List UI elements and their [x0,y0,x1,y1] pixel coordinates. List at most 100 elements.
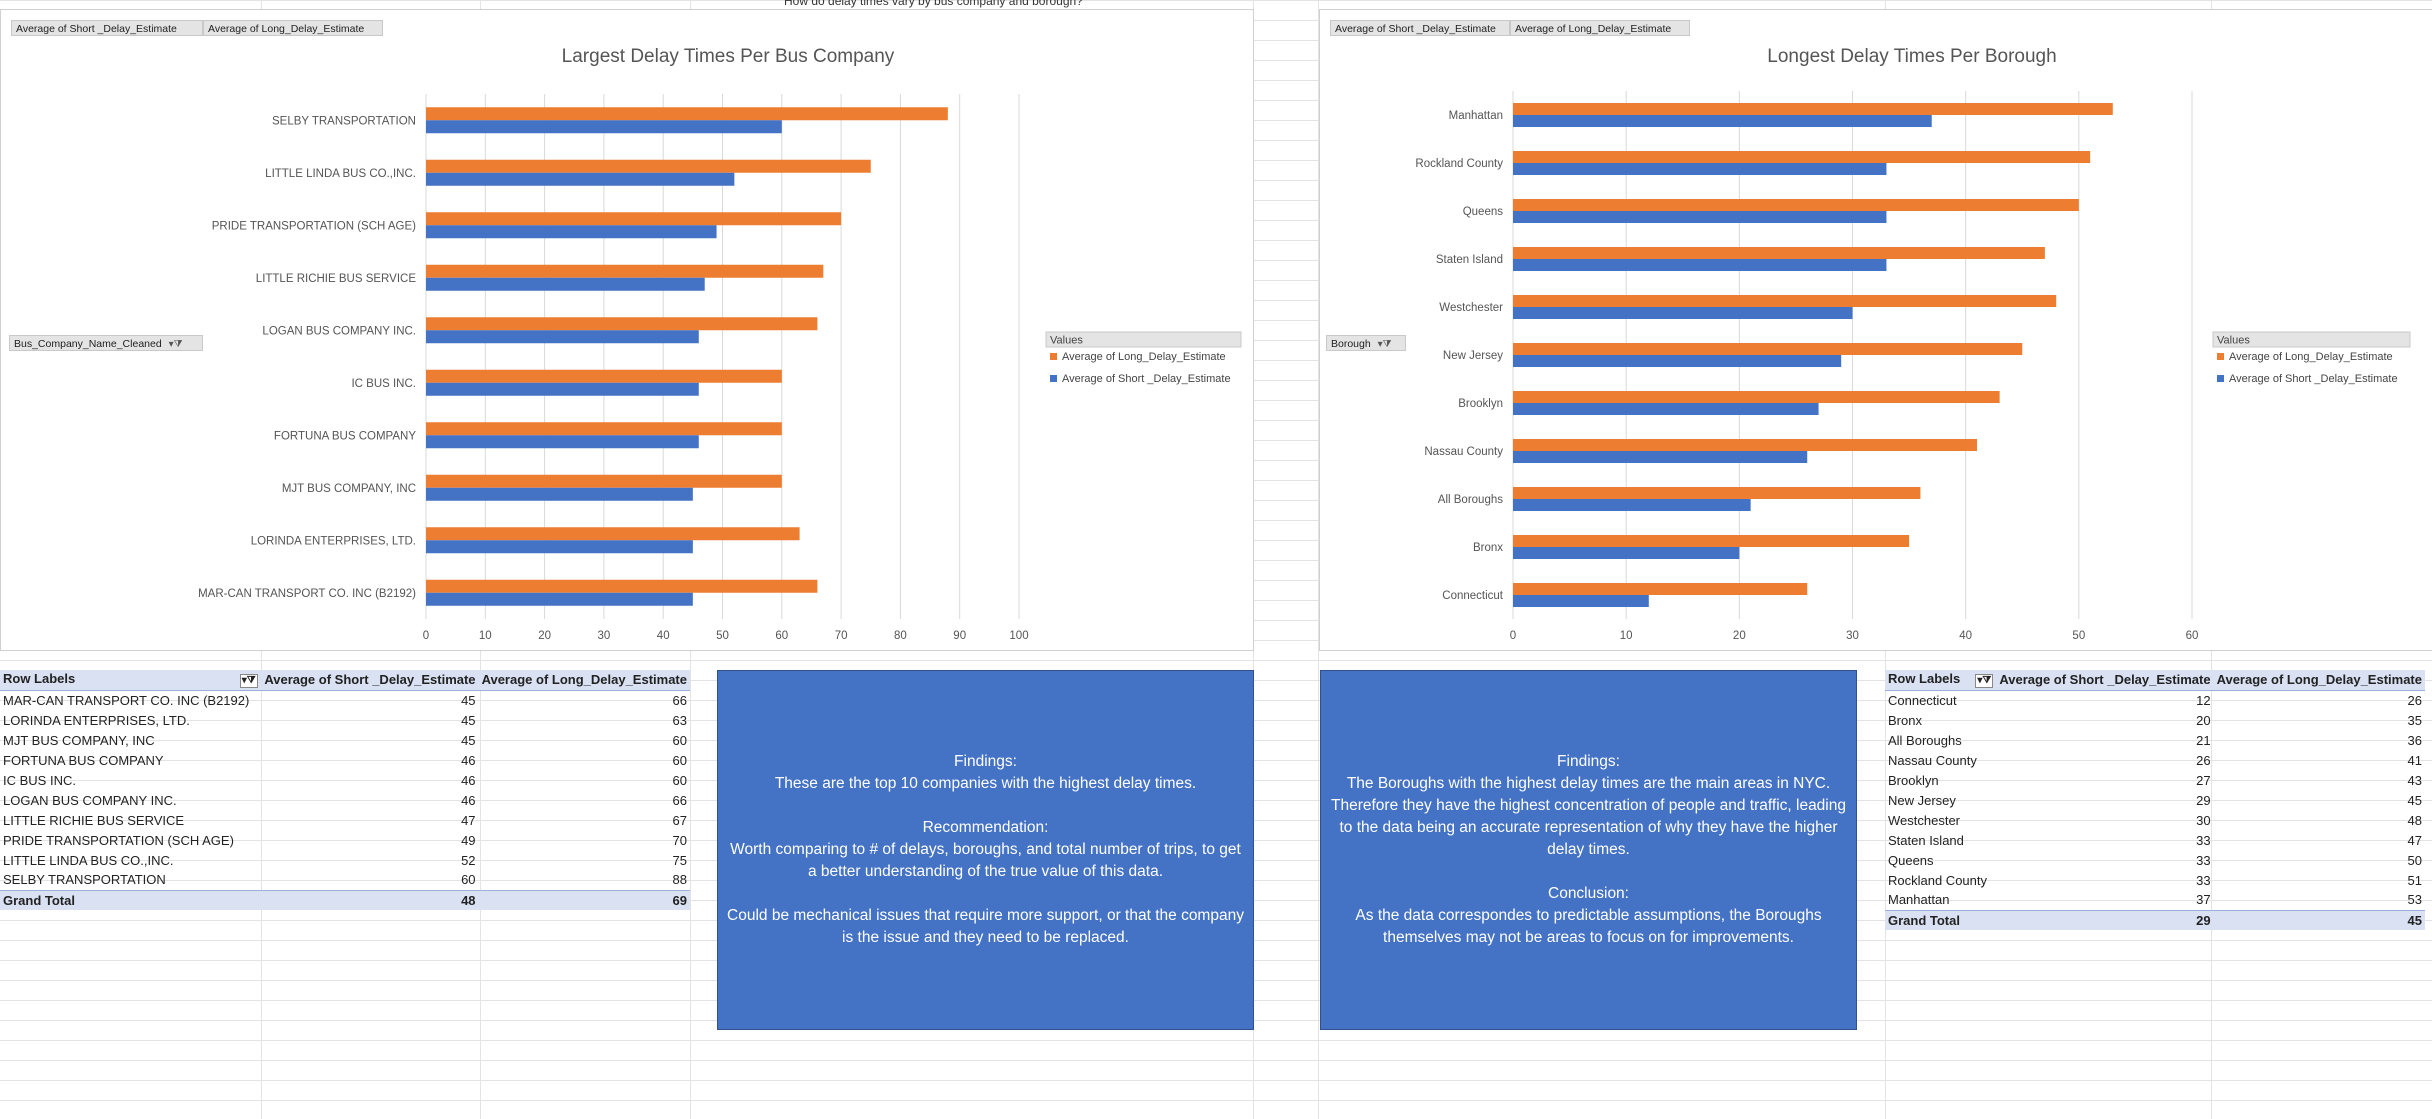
row-label-cell[interactable]: LITTLE RICHIE BUS SERVICE [3,812,185,828]
table-row[interactable]: Brooklyn 27 43 [1885,770,2425,790]
grand-total-label[interactable]: Grand Total [1885,909,1997,930]
row-label-cell[interactable]: PRIDE TRANSPORTATION (SCH AGE) [3,832,234,848]
row-label-cell[interactable]: SELBY TRANSPORTATION [3,872,166,888]
table-row[interactable]: Nassau County 26 41 [1885,750,2425,770]
value-cell[interactable]: 47 [2407,832,2422,848]
row-label-cell[interactable]: MJT BUS COMPANY, INC [3,732,155,748]
value-field-button-short[interactable]: Average of Short _Delay_Estimate [11,20,203,36]
value-field-button-long[interactable]: Average of Long_Delay_Estimate [1510,20,1690,36]
table-row[interactable]: New Jersey 29 45 [1885,790,2425,810]
axis-field-button[interactable]: Borough ▾⧩ [1326,335,1406,351]
value-cell[interactable]: 37 [2196,892,2211,908]
value-cell[interactable]: 45 [2407,792,2422,808]
value-cell[interactable]: 26 [2196,752,2211,768]
value-cell[interactable]: 43 [2407,772,2422,788]
question-cell[interactable]: How do delay times vary by bus company a… [784,0,1083,8]
grand-total-value[interactable]: 69 [478,889,690,910]
findings-box-bus-company[interactable]: Findings: These are the top 10 companies… [717,670,1254,1030]
row-label-cell[interactable]: LORINDA ENTERPRISES, LTD. [3,712,190,728]
row-label-cell[interactable]: MAR-CAN TRANSPORT CO. INC (B2192) [3,692,250,708]
value-cell[interactable]: 36 [2407,732,2422,748]
value-cell[interactable]: 30 [2196,812,2211,828]
table-row[interactable]: LOGAN BUS COMPANY INC. 46 66 [0,790,690,810]
value-cell[interactable]: 21 [2196,732,2211,748]
grand-total-value[interactable]: 48 [260,889,479,910]
grand-total-label[interactable]: Grand Total [0,889,261,910]
value-cell[interactable]: 51 [2407,872,2422,888]
table-row[interactable]: Staten Island 33 47 [1885,830,2425,850]
value-cell[interactable]: 50 [2407,852,2422,868]
value-cell[interactable]: 66 [672,692,687,708]
table-row[interactable]: FORTUNA BUS COMPANY 46 60 [0,750,690,770]
row-label-cell[interactable]: Staten Island [1888,832,1964,848]
value-cell[interactable]: 53 [2407,892,2422,908]
row-label-cell[interactable]: Brooklyn [1888,772,1939,788]
table-row[interactable]: Manhattan 37 53 [1885,890,2425,910]
long-delay-header[interactable]: Average of Long_Delay_Estimate [478,670,690,691]
table-row[interactable]: All Boroughs 21 36 [1885,730,2425,750]
value-cell[interactable]: 46 [461,772,476,788]
filter-sort-icon[interactable]: ▾⧩ [239,674,258,689]
row-label-cell[interactable]: IC BUS INC. [3,772,76,788]
value-cell[interactable]: 60 [672,772,687,788]
table-row[interactable]: LITTLE RICHIE BUS SERVICE 47 67 [0,810,690,830]
value-cell[interactable]: 70 [672,832,687,848]
table-row[interactable]: SELBY TRANSPORTATION 60 88 [0,870,690,890]
grand-total-row[interactable]: Grand Total 48 69 [0,889,690,910]
value-cell[interactable]: 46 [461,752,476,768]
value-cell[interactable]: 33 [2196,832,2211,848]
value-cell[interactable]: 67 [672,812,687,828]
value-cell[interactable]: 35 [2407,712,2422,728]
table-row[interactable]: PRIDE TRANSPORTATION (SCH AGE) 49 70 [0,830,690,850]
row-label-cell[interactable]: LITTLE LINDA BUS CO.,INC. [3,852,174,868]
short-delay-header[interactable]: Average of Short _Delay_Estimate [260,670,479,691]
grand-total-value[interactable]: 45 [2213,909,2425,930]
grand-total-row[interactable]: Grand Total 29 45 [1885,909,2425,930]
value-cell[interactable]: 47 [461,812,476,828]
table-row[interactable]: LORINDA ENTERPRISES, LTD. 45 63 [0,710,690,730]
long-delay-header[interactable]: Average of Long_Delay_Estimate [2213,670,2425,691]
row-label-cell[interactable]: Bronx [1888,712,1922,728]
value-cell[interactable]: 33 [2196,872,2211,888]
table-row[interactable]: Connecticut 12 26 [1885,690,2425,710]
table-row[interactable]: Rockland County 33 51 [1885,870,2425,890]
row-label-cell[interactable]: All Boroughs [1888,732,1962,748]
table-row[interactable]: IC BUS INC. 46 60 [0,770,690,790]
row-label-cell[interactable]: FORTUNA BUS COMPANY [3,752,164,768]
value-cell[interactable]: 26 [2407,692,2422,708]
value-cell[interactable]: 49 [461,832,476,848]
value-cell[interactable]: 63 [672,712,687,728]
row-labels-header[interactable]: Row Labels ▾⧩ [0,670,261,691]
value-cell[interactable]: 46 [461,792,476,808]
filter-sort-icon[interactable]: ▾⧩ [1975,674,1994,689]
value-cell[interactable]: 75 [672,852,687,868]
table-row[interactable]: MAR-CAN TRANSPORT CO. INC (B2192) 45 66 [0,690,690,710]
value-cell[interactable]: 60 [672,732,687,748]
chart-panel-bus-company[interactable]: Average of Short _Delay_Estimate Average… [0,9,1254,651]
value-cell[interactable]: 60 [461,872,476,888]
value-cell[interactable]: 60 [672,752,687,768]
value-cell[interactable]: 27 [2196,772,2211,788]
table-row[interactable]: Queens 33 50 [1885,850,2425,870]
value-field-button-short[interactable]: Average of Short _Delay_Estimate [1330,20,1510,36]
row-label-cell[interactable]: Queens [1888,852,1934,868]
grand-total-value[interactable]: 29 [1996,909,2214,930]
row-label-cell[interactable]: Westchester [1888,812,1961,828]
row-labels-header[interactable]: Row Labels ▾⧩ [1885,670,1997,691]
value-cell[interactable]: 41 [2407,752,2422,768]
row-label-cell[interactable]: Rockland County [1888,872,1987,888]
row-label-cell[interactable]: Connecticut [1888,692,1957,708]
value-cell[interactable]: 20 [2196,712,2211,728]
axis-field-button[interactable]: Bus_Company_Name_Cleaned ▾⧩ [9,335,203,351]
chart-panel-borough[interactable]: Average of Short _Delay_Estimate Average… [1319,9,2432,651]
findings-box-borough[interactable]: Findings: The Boroughs with the highest … [1320,670,1857,1030]
row-label-cell[interactable]: Manhattan [1888,892,1950,908]
short-delay-header[interactable]: Average of Short _Delay_Estimate [1996,670,2214,691]
row-label-cell[interactable]: LOGAN BUS COMPANY INC. [3,792,177,808]
value-cell[interactable]: 88 [672,872,687,888]
row-label-cell[interactable]: New Jersey [1888,792,1956,808]
value-cell[interactable]: 45 [461,712,476,728]
value-cell[interactable]: 48 [2407,812,2422,828]
table-row[interactable]: LITTLE LINDA BUS CO.,INC. 52 75 [0,850,690,870]
value-cell[interactable]: 52 [461,852,476,868]
